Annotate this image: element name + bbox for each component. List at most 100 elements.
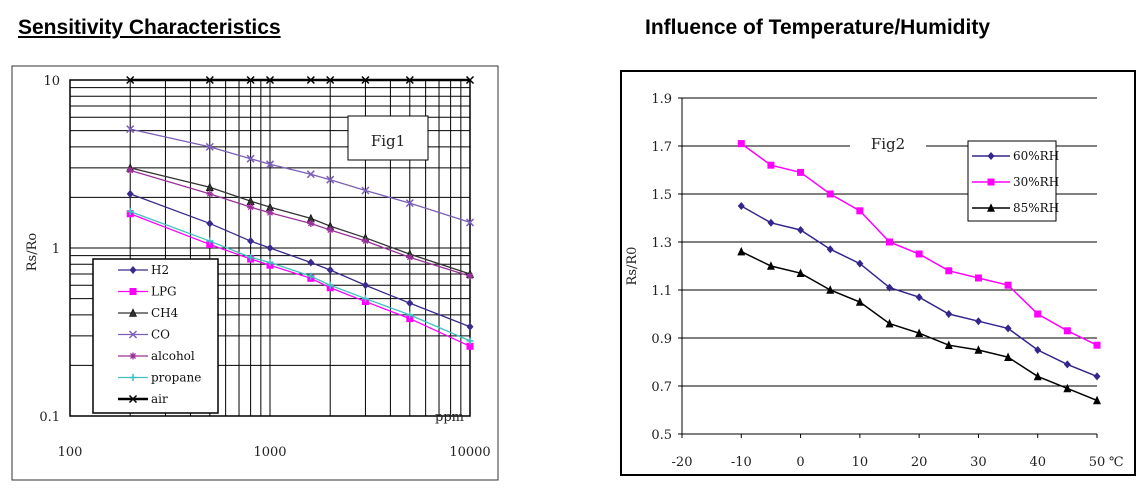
chart2-x-tick-label: 20 (911, 455, 928, 470)
chart1-point-H2 (406, 299, 414, 308)
chart1-point-CO (205, 142, 214, 151)
chart1-legend-box (92, 258, 219, 414)
chart2-point-85%RH (1093, 395, 1101, 405)
chart1-legend-marker-CH4 (129, 308, 137, 317)
chart2-y-tick-label: 0.9 (651, 332, 672, 347)
chart2-y-tick-label: 1.3 (651, 236, 672, 251)
chart2-point-30%RH (826, 190, 834, 198)
chart2-x-tick-label: -20 (672, 455, 693, 470)
chart2-point-85%RH (974, 345, 983, 354)
chart1-point-propane (406, 311, 414, 319)
chart2-series-line-60%RH (740, 205, 1098, 378)
chart2-x-tick-label: 0 (796, 455, 804, 470)
chart1-x-tick-label: 100 (58, 445, 83, 460)
chart1-legend-marker-propane (129, 374, 137, 381)
chart1-point-air (246, 75, 255, 85)
chart2-point-30%RH (915, 250, 923, 258)
chart1-legend-marker-air (128, 394, 138, 404)
chart1-point-air (306, 75, 315, 85)
chart2-point-60%RH (826, 245, 834, 254)
chart1-point-CO (246, 154, 255, 163)
chart1-xlabel: ppm (435, 410, 464, 425)
chart2-x-tick-label: 50 (1089, 455, 1106, 470)
chart2-point-30%RH (797, 168, 805, 176)
chart1-point-CO (326, 175, 335, 184)
chart1-point-alcohol (466, 272, 474, 280)
chart1-fig-label: Fig1 (371, 132, 405, 150)
chart1-ticks: 100 1000 10000 0.1 1 10 (39, 74, 490, 460)
chart2-legend: 60%RH 30%RH 85%RH (967, 140, 1059, 222)
chart2-legend-marker-30%RH (987, 178, 995, 186)
temperature-humidity-heading: Influence of Temperature/Humidity (645, 16, 990, 39)
chart1-point-propane (307, 272, 315, 280)
chart2-point-85%RH (1033, 371, 1042, 381)
chart1-point-air (265, 75, 275, 85)
chart2-point-85%RH (915, 328, 924, 338)
chart1-point-CO (361, 186, 370, 195)
chart2-point-60%RH (886, 283, 893, 292)
chart1-legend-marker-CO (128, 330, 138, 339)
chart2-x-tick-label: -10 (731, 455, 752, 470)
chart2-y-tick-label: 1.7 (651, 140, 672, 155)
chart1-point-propane (361, 295, 369, 303)
chart2-legend-marker-60%RH (987, 152, 995, 160)
chart2-point-30%RH (767, 161, 775, 169)
chart2-ylabel: Rs/R0 (625, 247, 640, 286)
chart2-x-tick-label: 40 (1029, 455, 1046, 470)
chart1-y-tick-label: 10 (43, 74, 60, 89)
chart2-x-unit: ℃ (1109, 455, 1124, 470)
chart1-point-air (205, 75, 214, 85)
chart2-y-tick-label: 1.5 (651, 188, 672, 203)
chart2-point-60%RH (974, 317, 982, 326)
chart1-point-alcohol (266, 209, 274, 217)
chart1-point-propane (206, 237, 214, 245)
chart2-point-85%RH (766, 261, 775, 270)
chart2-point-85%RH (826, 285, 835, 294)
chart2-fig-label-box (850, 130, 926, 156)
chart1-point-alcohol (326, 226, 334, 234)
chart1-series (126, 75, 475, 350)
chart1-point-air (465, 75, 475, 85)
chart1-point-CO (405, 199, 414, 208)
chart2-fig-label: Fig2 (871, 135, 905, 153)
chart2-point-60%RH (1034, 346, 1042, 354)
chart2-ticks: 0.5 0.7 0.9 1.1 1.3 1.5 1.7 1.9 -20 -10 0 10 20 30 40 5… (651, 92, 1123, 470)
chart1-point-propane (247, 253, 255, 261)
chart1-legend-marker-LPG (129, 288, 137, 295)
chart2-series (737, 140, 1101, 405)
chart1-fig-label-box (347, 115, 429, 161)
chart2-legend-label-85%RH: 85%RH (1013, 201, 1059, 215)
chart2-point-60%RH (1063, 360, 1071, 369)
chart1-y-tick-label: 1 (52, 242, 60, 257)
chart1-legend-label-air: air (151, 392, 168, 406)
chart2-point-60%RH (1004, 324, 1012, 333)
chart2-point-30%RH (856, 207, 864, 215)
chart2-y-tick-label: 1.9 (651, 92, 672, 107)
chart1-point-alcohol (406, 253, 414, 261)
chart1-point-H2 (307, 258, 315, 267)
chart2-point-85%RH (737, 246, 746, 256)
chart2-point-30%RH (1093, 341, 1101, 349)
chart1-x-tick-label: 10000 (449, 445, 490, 460)
chart1-point-LPG (406, 315, 414, 323)
chart1-legend-marker-H2 (129, 266, 137, 274)
chart1-point-H2 (206, 219, 214, 228)
chart2-x-tick-label: 30 (970, 455, 987, 470)
chart1-frame (11, 65, 499, 481)
chart1-point-propane (126, 207, 134, 215)
chart1-y-tick-label: 0.1 (39, 410, 60, 425)
chart2-point-30%RH (1063, 327, 1071, 335)
chart2-point-30%RH (1034, 310, 1042, 318)
chart1-legend-label-CO: CO (151, 328, 170, 342)
chart2-point-60%RH (945, 310, 953, 318)
chart1-point-air (405, 75, 414, 85)
chart1-legend-marker-alcohol (129, 352, 137, 360)
chart1-legend-label-LPG: LPG (151, 285, 177, 299)
chart1-point-propane (326, 281, 334, 289)
chart1-point-alcohol (361, 237, 369, 245)
chart2-point-30%RH (945, 267, 953, 275)
chart2-y-tick-label: 0.7 (651, 380, 672, 395)
chart2-point-85%RH (944, 340, 953, 350)
chart2-y-tick-label: 1.1 (651, 284, 672, 299)
